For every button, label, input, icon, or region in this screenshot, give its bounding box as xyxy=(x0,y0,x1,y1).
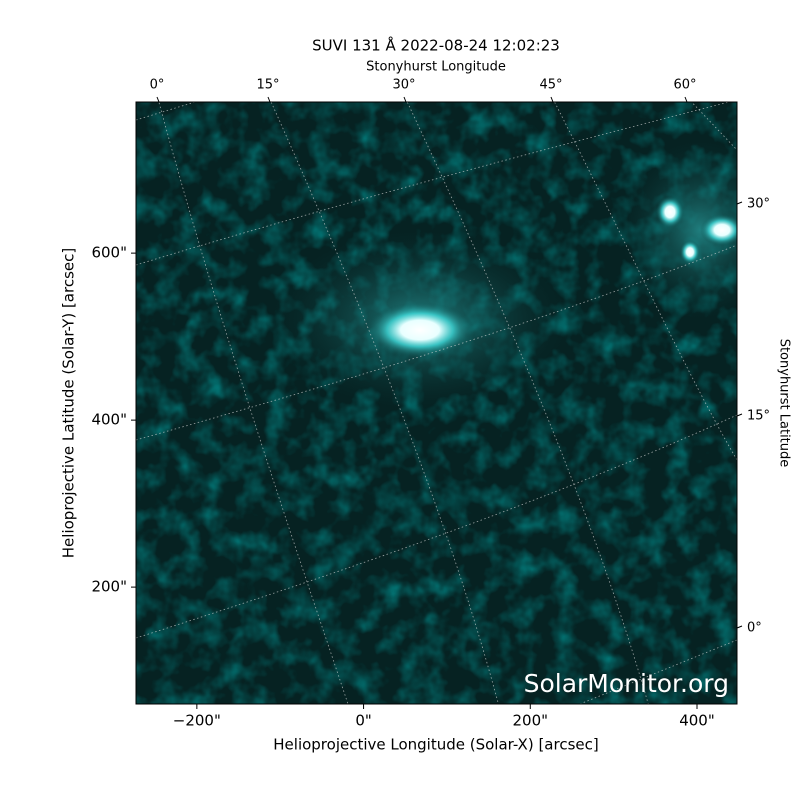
x-tick-label: 200" xyxy=(513,712,549,730)
x2-tick xyxy=(684,96,688,103)
y2-tick-label: 15° xyxy=(747,409,770,424)
x2-tick-label: 0° xyxy=(150,78,165,93)
x-tick-label: −200" xyxy=(173,712,221,730)
x2-tick xyxy=(156,96,160,103)
watermark: SolarMonitor.org xyxy=(524,669,729,698)
y2-tick xyxy=(736,625,743,629)
x2-tick-label: 15° xyxy=(256,78,279,93)
x-axis-label: Helioprojective Longitude (Solar-X) [arc… xyxy=(273,736,598,754)
solar-image xyxy=(136,102,737,704)
x2-tick-label: 60° xyxy=(673,78,696,93)
y2-axis-label: Stonyhurst Latitude xyxy=(777,339,792,468)
x2-tick xyxy=(403,96,407,103)
chart-title: SUVI 131 Å 2022-08-24 12:02:23 xyxy=(312,36,560,55)
y2-tick-label: 30° xyxy=(747,197,770,212)
y2-tick-label: 0° xyxy=(747,621,762,636)
y-axis-label: Helioprojective Latitude (Solar-Y) [arcs… xyxy=(60,248,78,558)
y-tick-label: 200" xyxy=(91,578,127,596)
x2-axis-label: Stonyhurst Longitude xyxy=(366,60,506,75)
y2-tick xyxy=(736,201,743,205)
x2-tick xyxy=(550,96,554,103)
x-tick-label: 0" xyxy=(355,712,371,730)
y-tick-label: 600" xyxy=(91,244,127,262)
x2-tick-label: 45° xyxy=(539,78,562,93)
plot-frame xyxy=(135,101,738,705)
x-tick-label: 400" xyxy=(679,712,715,730)
y-tick-label: 400" xyxy=(91,411,127,429)
x2-tick xyxy=(267,96,271,103)
y2-tick xyxy=(736,413,743,417)
x2-tick-label: 30° xyxy=(392,78,415,93)
